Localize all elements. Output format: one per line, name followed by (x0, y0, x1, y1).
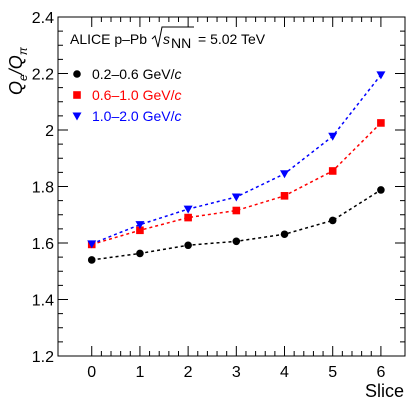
x-tick-label: 2 (184, 364, 193, 381)
sqrt-symbol-icon (151, 26, 194, 48)
legend-marker (73, 70, 81, 78)
legend-label: 0.2–0.6 GeV/c (92, 66, 182, 82)
data-point (232, 237, 241, 246)
data-point (136, 226, 144, 235)
data-point (280, 230, 289, 239)
legend: 0.2–0.6 GeV/c 0.6–1.0 GeV/c 1.0–2.0 GeV/c (72, 66, 182, 124)
legend-item: 1.0–2.0 GeV/c (72, 108, 182, 124)
data-point (328, 167, 337, 175)
data-point (377, 186, 385, 194)
annotation-s-symbol: s (163, 31, 170, 47)
data-point (183, 205, 193, 214)
x-tick-label: 5 (328, 364, 337, 381)
data-point (280, 192, 289, 200)
y-tick-label: 1.8 (32, 180, 54, 197)
annotation-sqrt-snn: s NN = 5.02 TeV (151, 26, 266, 51)
legend-item: 0.2–0.6 GeV/c (73, 66, 182, 82)
y-tick-label: 2 (45, 123, 54, 140)
y-tick-label: 2.2 (32, 67, 54, 84)
x-axis-title: Slice (365, 381, 404, 401)
data-point (87, 240, 97, 249)
annotation-energy: = 5.02 TeV (198, 31, 266, 47)
y-tick-label: 2.4 (32, 10, 54, 27)
y-axis-title: Qe/Qπ (6, 46, 30, 95)
annotation-experiment: ALICE p–Pb (70, 31, 147, 47)
data-point (135, 221, 145, 230)
legend-label: 1.0–2.0 GeV/c (92, 108, 182, 124)
series-3 (87, 71, 386, 249)
x-tick-label: 1 (135, 364, 144, 381)
data-point (328, 132, 338, 141)
y-axis-title-text: Qe/Qπ (6, 46, 30, 95)
data-point (280, 170, 290, 179)
x-tick-label: 4 (280, 364, 289, 381)
y-tick-label: 1.4 (32, 293, 54, 310)
legend-item: 0.6–1.0 GeV/c (73, 87, 182, 103)
data-point (328, 216, 337, 225)
series-2 (87, 119, 385, 249)
data-point (184, 213, 192, 222)
data-point (184, 241, 192, 250)
series-line (91, 122, 382, 246)
axis-ticks: 0 1 2 3 4 5 6 1.2 1.4 1.6 1.8 2 2.2 2.4 (32, 10, 405, 381)
x-tick-label: 0 (87, 364, 96, 381)
y-tick-label: 1.2 (32, 349, 54, 366)
annotation-nn-subscript: NN (171, 35, 191, 51)
series-layer (87, 71, 386, 264)
data-point (136, 249, 144, 258)
x-tick-label: 6 (376, 364, 385, 381)
legend-marker (73, 91, 81, 99)
legend-marker (72, 112, 82, 121)
data-point (231, 193, 241, 202)
data-point (376, 71, 386, 80)
data-point (87, 256, 96, 264)
data-point (377, 119, 385, 127)
series-1 (87, 186, 385, 264)
x-tick-label: 3 (232, 364, 241, 381)
legend-label: 0.6–1.0 GeV/c (92, 87, 182, 103)
data-point (232, 206, 241, 215)
y-tick-label: 1.6 (32, 236, 54, 253)
